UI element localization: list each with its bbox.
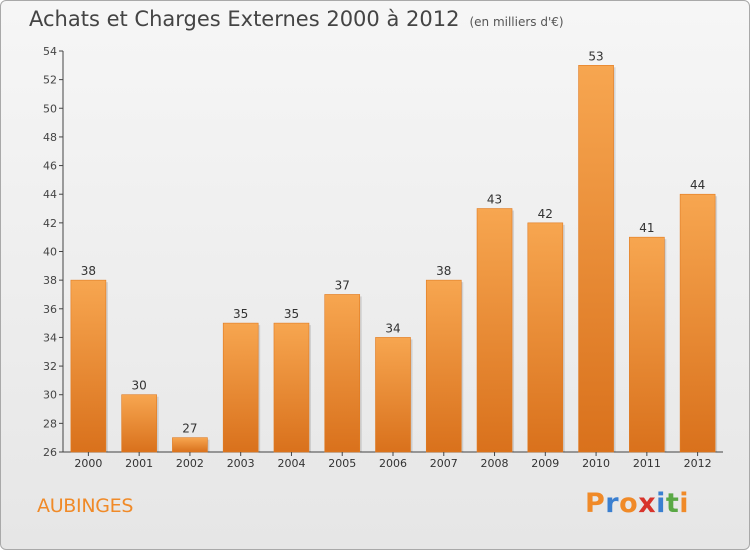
logo-letter: P [585,488,606,519]
y-tick-label: 42 [43,217,57,230]
x-tick-label: 2012 [684,457,712,470]
bar [375,337,411,453]
y-tick-label: 32 [43,360,57,373]
y-tick-label: 46 [43,160,57,173]
x-tick-label: 2006 [379,457,407,470]
y-tick-label: 52 [43,74,57,87]
y-tick-label: 44 [43,188,57,201]
proxiti-logo[interactable]: Proxiti [585,488,689,519]
bar [222,322,259,453]
y-tick-label: 50 [43,102,57,115]
x-tick-label: 2007 [430,457,458,470]
bar [578,65,614,453]
y-tick-label: 28 [43,417,57,430]
bar [121,394,157,453]
bar [629,236,665,453]
logo-letter: x [638,488,657,519]
x-tick-label: 2010 [582,457,610,470]
x-tick-label: 2008 [481,457,509,470]
bar [172,437,208,453]
x-tick-label: 2011 [633,457,661,470]
x-tick-label: 2001 [125,457,153,470]
data-label: 30 [132,379,147,393]
bar [273,322,310,453]
data-label: 35 [233,307,248,321]
y-tick-label: 54 [43,45,57,58]
chart-subtitle: (en milliers d'€) [469,15,564,29]
x-tick-label: 2005 [328,457,356,470]
data-label: 37 [335,278,350,292]
data-label: 38 [436,264,451,278]
data-label: 43 [487,193,502,207]
bar [425,279,462,453]
bar [324,294,361,453]
x-tick-label: 2003 [227,457,255,470]
x-tick-label: 2000 [74,457,102,470]
bar [70,279,107,453]
y-tick-label: 40 [43,246,57,259]
y-tick-label: 38 [43,274,57,287]
logo-letter: o [619,488,639,519]
x-tick-label: 2004 [277,457,305,470]
bar [527,222,564,453]
data-label: 38 [81,264,96,278]
data-label: 41 [639,221,654,235]
y-tick-label: 48 [43,131,57,144]
x-tick-label: 2002 [176,457,204,470]
chart-title: Achats et Charges Externes 2000 à 2012 (e… [29,7,564,31]
logo-letter: i [656,488,666,519]
y-tick-label: 36 [43,303,57,316]
data-label: 44 [690,178,705,192]
data-label: 42 [538,207,553,221]
data-label: 27 [182,422,197,436]
bar [476,208,513,453]
y-tick-label: 26 [43,446,57,459]
logo-letter: t [665,488,680,519]
data-label: 34 [385,321,400,335]
data-label: 35 [284,307,299,321]
logo-letter: i [679,488,690,519]
y-tick-label: 34 [43,331,57,344]
bar [679,193,716,453]
data-label: 53 [588,49,603,63]
chart-title-text: Achats et Charges Externes 2000 à 2012 [29,7,460,31]
logo-letter: r [605,488,620,519]
x-tick-label: 2009 [531,457,559,470]
commune-name: AUBINGES [37,495,134,517]
y-tick-label: 30 [43,389,57,402]
